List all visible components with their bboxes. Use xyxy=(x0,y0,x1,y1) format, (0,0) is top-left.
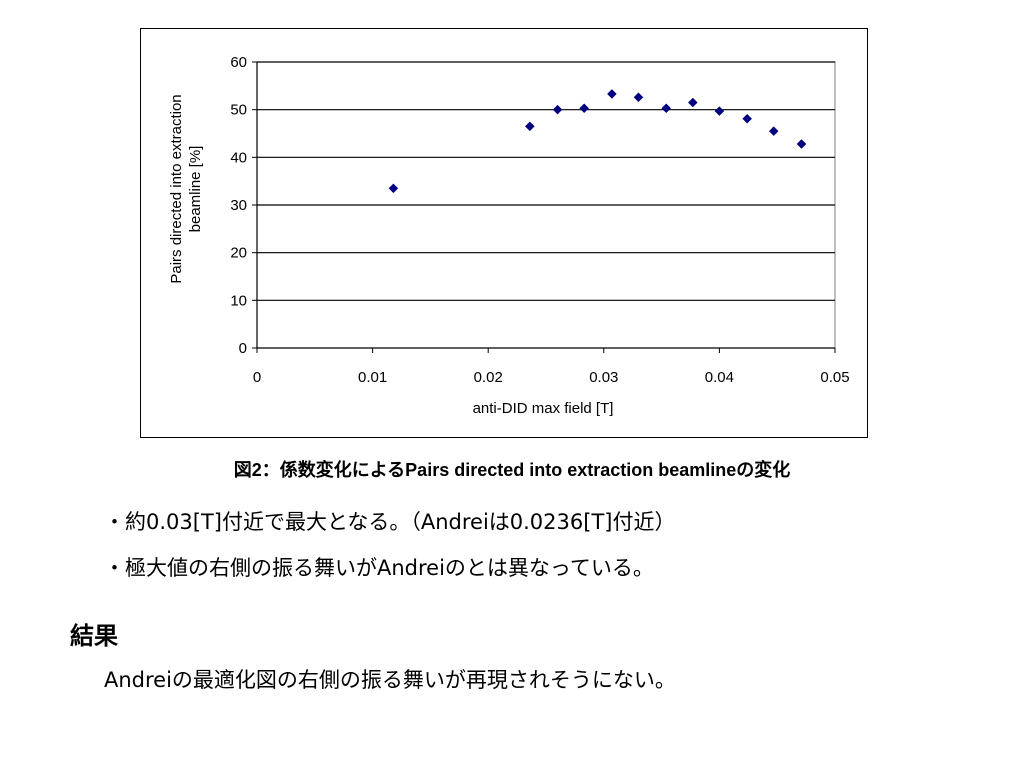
y-tick-label: 50 xyxy=(230,102,247,119)
x-tick-label: 0.05 xyxy=(820,369,849,386)
y-tick-label: 30 xyxy=(230,197,247,214)
data-point xyxy=(687,97,698,108)
y-axis-title-line-1: Pairs directed into extraction xyxy=(168,94,185,283)
bullet-item: ・極大値の右側の振る舞いがAndreiのとは異なっている。 xyxy=(104,556,654,580)
y-tick-label: 60 xyxy=(230,54,247,71)
result-heading: 結果 xyxy=(70,622,118,650)
data-point xyxy=(552,104,563,115)
data-point xyxy=(796,139,807,149)
result-body: Andreiの最適化図の右側の振る舞いが再現されそうにない。 xyxy=(104,668,676,692)
bullet-item: ・約0.03[T]付近で最大となる。（Andreiは0.0236[T]付近） xyxy=(104,510,676,534)
x-tick-label: 0.01 xyxy=(358,369,387,386)
y-tick-label: 40 xyxy=(230,149,247,166)
data-point xyxy=(768,126,779,136)
x-tick-label: 0.03 xyxy=(589,369,618,386)
x-tick-label: 0.02 xyxy=(474,369,503,386)
data-point xyxy=(607,89,617,99)
y-tick-label: 0 xyxy=(239,340,247,357)
scatter-chart: 0 10 20 30 40 50 60 0 0.01 0.02 0.03 0.04 0.05 anti-… xyxy=(168,54,850,417)
x-tick-label: 0.04 xyxy=(705,369,734,386)
data-point xyxy=(714,106,725,116)
data-point xyxy=(524,121,535,132)
y-axis-title-line-2: beamline [%] xyxy=(187,146,204,233)
y-tick-label: 10 xyxy=(230,292,247,309)
x-axis-title: anti-DID max field [T] xyxy=(473,400,614,417)
x-tick-label: 0 xyxy=(253,369,261,386)
chart-frame: 0 10 20 30 40 50 60 0 0.01 0.02 0.03 0.04 0.05 anti-… xyxy=(140,28,868,438)
y-tick-label: 20 xyxy=(230,245,247,262)
data-point xyxy=(388,183,399,194)
data-point xyxy=(742,113,752,124)
figure-caption: 図2：係数変化によるPairs directed into extraction… xyxy=(233,460,791,480)
data-point xyxy=(661,103,672,114)
data-point xyxy=(579,103,590,114)
data-point xyxy=(633,92,644,103)
